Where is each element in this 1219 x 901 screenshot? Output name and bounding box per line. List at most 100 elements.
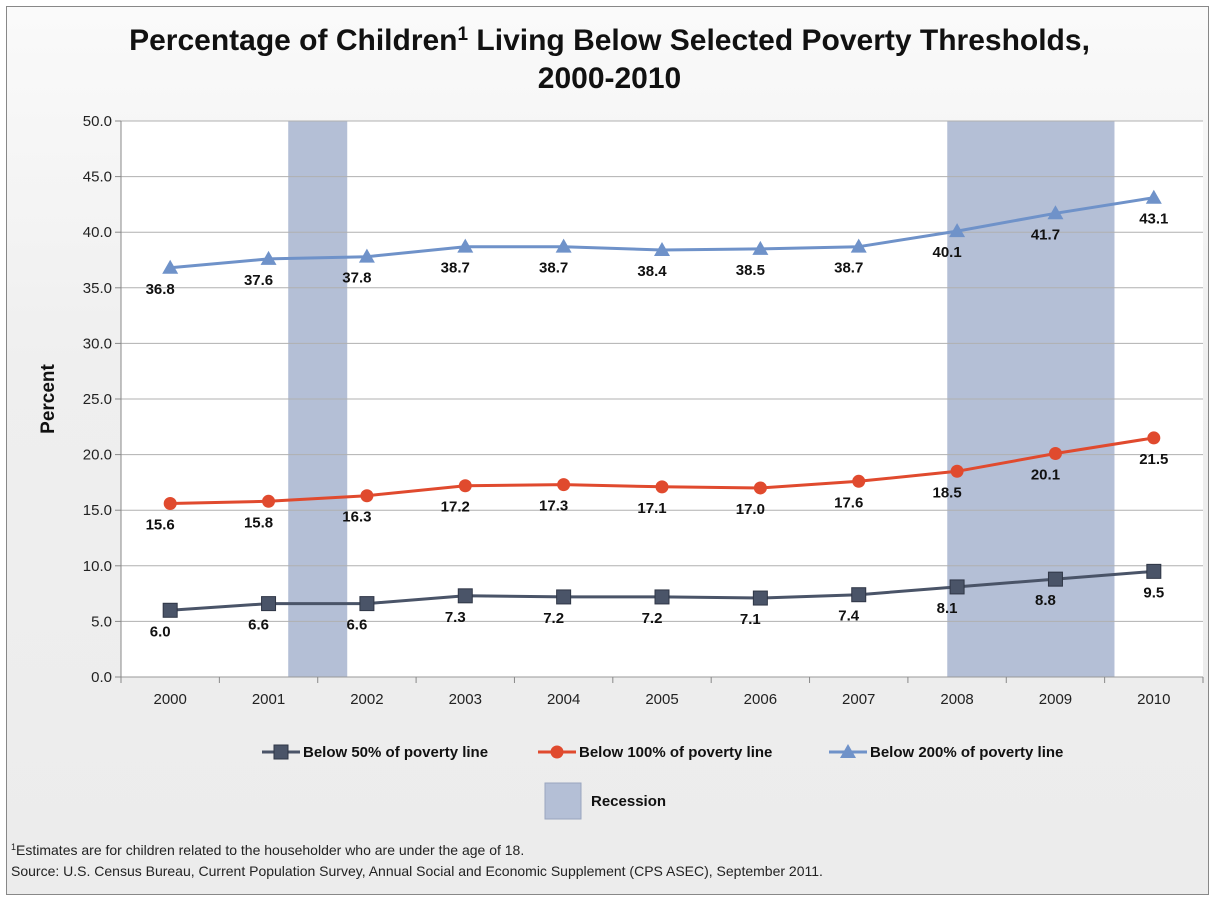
chart-title: Percentage of Children1 Living Below Sel…: [0, 22, 1219, 98]
x-tick-label: 2002: [350, 691, 383, 708]
data-label: 17.3: [539, 498, 568, 515]
data-label: 6.6: [248, 617, 269, 634]
title-text-continued: Living Below Selected Poverty Thresholds…: [468, 24, 1090, 57]
title-years: 2000-2010: [537, 62, 682, 95]
data-label: 6.6: [346, 617, 367, 634]
legend-marker: [550, 745, 564, 759]
footnote-note: 1Estimates are for children related to t…: [11, 840, 1201, 861]
data-point: [753, 481, 767, 495]
x-tick-label: 2005: [645, 691, 678, 708]
y-tick-label: 50.0: [83, 113, 112, 130]
footnote: 1Estimates are for children related to t…: [11, 840, 1201, 882]
data-label: 8.1: [937, 600, 958, 617]
data-point: [655, 480, 669, 494]
y-tick-label: 10.0: [83, 558, 112, 575]
data-point: [1047, 205, 1064, 220]
legend-label: Below 200% of poverty line: [870, 744, 1063, 761]
data-label: 7.2: [642, 610, 663, 627]
data-label: 38.7: [441, 260, 470, 277]
data-point: [358, 248, 375, 263]
data-label: 6.0: [150, 623, 171, 640]
legend: Below 50% of poverty line Below 100% of p…: [262, 744, 1063, 820]
data-point: [654, 241, 670, 256]
x-tick-label: 2007: [842, 691, 875, 708]
data-point: [1145, 189, 1162, 204]
data-point: [950, 464, 964, 478]
data-label: 38.4: [637, 263, 667, 280]
y-tick-label: 25.0: [83, 391, 112, 408]
legend-label: Below 100% of poverty line: [579, 744, 772, 761]
footnote-line-1: Estimates are for children related to th…: [16, 842, 525, 858]
data-point: [457, 238, 474, 253]
data-label: 17.6: [834, 494, 863, 511]
data-point: [949, 223, 966, 238]
title-footnote-marker: 1: [457, 24, 469, 45]
data-point: [557, 478, 571, 492]
legend-marker: [273, 744, 289, 760]
series-lines: [162, 189, 1162, 618]
data-label: 21.5: [1139, 451, 1168, 468]
data-label: 17.2: [441, 499, 470, 516]
data-point: [457, 588, 473, 604]
data-point: [851, 587, 867, 603]
data-label: 17.0: [736, 501, 765, 518]
legend-label: Below 50% of poverty line: [303, 744, 488, 761]
axes: 0.0 5.0 10.0 15.0 20.0 25.0 30.0 35.0 40.0 45.0 50…: [38, 113, 1204, 708]
y-tick-label: 35.0: [83, 280, 112, 297]
data-label: 36.8: [146, 281, 175, 298]
data-point: [1048, 446, 1062, 460]
data-label: 18.5: [932, 484, 961, 501]
data-label: 38.7: [539, 260, 568, 277]
data-label: 7.3: [445, 609, 466, 626]
y-tick-label: 0.0: [91, 669, 112, 686]
legend-recession-swatch: [544, 782, 582, 820]
data-label: 7.4: [838, 608, 860, 625]
data-label: 16.3: [342, 509, 371, 526]
x-tick-label: 2000: [153, 691, 186, 708]
data-label: 7.2: [543, 610, 564, 627]
data-point: [359, 596, 375, 612]
footnote-marker: 1: [11, 842, 17, 852]
data-point: [458, 479, 472, 493]
x-tick-label: 2003: [449, 691, 482, 708]
title-text: Percentage of Children: [129, 24, 458, 57]
data-label: 7.1: [740, 611, 761, 628]
data-point: [1146, 563, 1162, 579]
data-label: 37.8: [342, 270, 371, 287]
data-point: [850, 238, 867, 253]
data-point: [556, 589, 572, 605]
data-point: [1147, 431, 1161, 445]
data-point: [360, 489, 374, 503]
data-point: [752, 240, 769, 255]
data-point: [1047, 571, 1063, 587]
data-label: 41.7: [1031, 226, 1060, 243]
data-label: 15.8: [244, 514, 273, 531]
data-point: [752, 590, 768, 606]
y-tick-label: 30.0: [83, 335, 112, 352]
data-point: [654, 589, 670, 605]
data-point: [163, 497, 177, 511]
data-label: 15.6: [146, 517, 175, 534]
y-axis-title: Percent: [38, 363, 59, 433]
data-label: 17.1: [637, 500, 666, 517]
x-tick-label: 2010: [1137, 691, 1170, 708]
x-tick-label: 2009: [1039, 691, 1072, 708]
data-label: 43.1: [1139, 211, 1168, 228]
x-tick-label: 2001: [252, 691, 285, 708]
legend-recession-label: Recession: [591, 793, 666, 810]
footnote-source: Source: U.S. Census Bureau, Current Popu…: [11, 863, 823, 879]
data-point: [162, 602, 178, 618]
data-point: [852, 474, 866, 488]
data-label: 38.7: [834, 260, 863, 277]
data-point: [162, 259, 179, 274]
legend-marker: [840, 744, 856, 758]
data-labels: 6.0 6.6 6.6 7.3 7.2 7.2 7.1 7.4 8.1 8.8 9.5 15.6 15.…: [146, 211, 1169, 641]
data-label: 40.1: [932, 244, 961, 261]
x-tick-label: 2008: [940, 691, 973, 708]
x-tick-label: 2006: [744, 691, 777, 708]
y-tick-label: 45.0: [83, 169, 112, 186]
data-point: [262, 494, 276, 508]
data-label: 20.1: [1031, 466, 1060, 483]
y-tick-label: 15.0: [83, 502, 112, 519]
data-label: 37.6: [244, 272, 273, 289]
